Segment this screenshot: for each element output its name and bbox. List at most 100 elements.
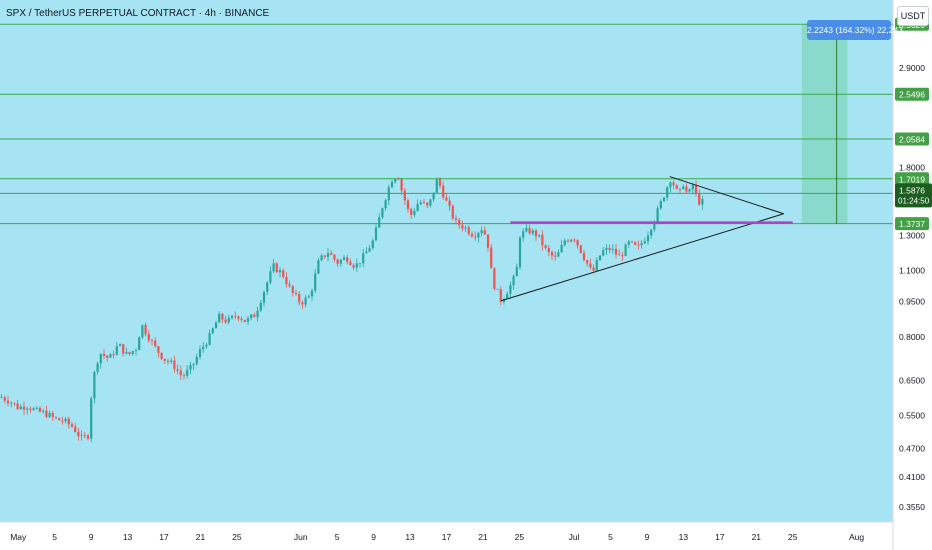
candle-body (538, 234, 541, 237)
candle-body (502, 298, 506, 302)
candle-body (326, 253, 330, 257)
candle-body (602, 250, 605, 256)
x-tick-label: 25 (232, 532, 242, 542)
price-level-label-bg (895, 217, 929, 231)
candle-body (336, 259, 339, 264)
x-tick-label: 5 (608, 532, 613, 542)
x-tick-label: 21 (196, 532, 206, 542)
y-tick-label: 0.8000 (899, 332, 925, 342)
candle-body (35, 407, 38, 409)
candle-body (118, 344, 122, 347)
candle-body (198, 349, 202, 357)
candle-body (166, 360, 170, 362)
candle-body (218, 313, 221, 323)
candle-body (477, 233, 480, 238)
candle-body (518, 237, 522, 268)
candle-body (493, 268, 496, 289)
candle-body (656, 208, 659, 222)
candle-body (432, 192, 435, 200)
candle-body (659, 201, 662, 209)
x-tick-label: 25 (788, 532, 798, 542)
candle-body (298, 294, 301, 303)
candle-body (99, 353, 102, 364)
candle-body (86, 435, 90, 439)
candle-body (61, 420, 64, 422)
x-tick-label: 9 (645, 532, 650, 542)
candle-body (246, 318, 250, 322)
candle-body (262, 291, 266, 303)
candle-body (291, 286, 294, 293)
candle-body (131, 351, 134, 355)
candle-body (285, 277, 288, 285)
candle-body (416, 204, 419, 212)
candle-body (637, 244, 640, 246)
triangle-upper-line (669, 176, 784, 215)
y-tick-label: 1.1000 (899, 266, 925, 276)
x-tick-label: 5 (335, 532, 340, 542)
candle-body (640, 243, 643, 246)
candle-body (346, 257, 349, 262)
x-tick-label: 13 (679, 532, 689, 542)
candle-body (688, 189, 691, 192)
candle-body (467, 227, 470, 234)
candle-body (480, 230, 483, 234)
candle-body (666, 187, 669, 198)
candle-body (541, 234, 544, 246)
candle-body (294, 292, 298, 295)
candle-body (317, 260, 320, 274)
current-price-countdown: 01:24:50 (898, 196, 930, 205)
candle-body (192, 363, 195, 366)
candle-body (387, 187, 390, 201)
candle-body (333, 254, 336, 260)
candle-body (64, 418, 67, 422)
current-price-badge (895, 183, 932, 208)
candle-body (368, 248, 371, 252)
candle-body (650, 229, 653, 236)
x-tick-label: 13 (405, 532, 415, 542)
y-tick-label: 2.5496 (899, 90, 925, 100)
x-tick-label: 9 (371, 532, 376, 542)
y-tick-label: 0.9500 (899, 296, 925, 306)
candle-body (77, 431, 80, 437)
x-tick-label: 21 (478, 532, 488, 542)
candle-body (349, 261, 352, 266)
candle-body (29, 408, 32, 410)
candle-body (96, 363, 99, 372)
candle-body (512, 276, 515, 286)
currency-button[interactable]: USDT (897, 6, 929, 26)
candle-body (474, 236, 477, 238)
candle-body (499, 289, 502, 302)
candle-body (589, 263, 592, 268)
candle-body (403, 190, 406, 201)
current-price-value: 1.5876 (899, 185, 925, 195)
candle-body (598, 255, 602, 261)
candle-body (506, 293, 509, 299)
candle-body (605, 247, 608, 251)
candle-body (230, 315, 234, 318)
candle-body (339, 259, 342, 264)
candle-body (179, 370, 182, 376)
y-tick-label: 2.9000 (899, 63, 925, 73)
candle-body (550, 252, 554, 256)
candle-body (208, 333, 211, 345)
price-level-label-bg (895, 132, 929, 146)
candle-body (282, 270, 285, 278)
candle-body (422, 202, 426, 204)
x-tick-label: 17 (442, 532, 452, 542)
candle-body (669, 182, 672, 188)
candle-body (400, 179, 403, 191)
candle-body (189, 365, 192, 370)
candle-body (547, 247, 550, 253)
candle-body (6, 400, 10, 404)
candle-body (54, 417, 58, 419)
candle-body (614, 248, 618, 255)
candle-body (355, 263, 358, 268)
candle-body (483, 230, 486, 235)
candle-body (445, 197, 448, 201)
candle-body (358, 263, 362, 265)
candle-body (93, 371, 96, 399)
x-tick-label: Jul (569, 532, 580, 542)
candle-body (653, 221, 656, 230)
